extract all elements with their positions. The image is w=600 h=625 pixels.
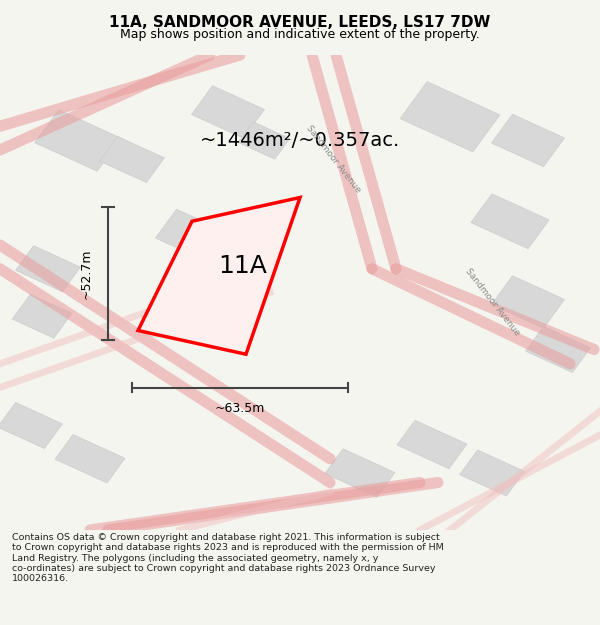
- Polygon shape: [471, 194, 549, 249]
- Text: Sandmoor Avenue: Sandmoor Avenue: [304, 124, 362, 195]
- Polygon shape: [400, 82, 500, 152]
- Text: Contains OS data © Crown copyright and database right 2021. This information is : Contains OS data © Crown copyright and d…: [12, 533, 444, 584]
- Polygon shape: [155, 266, 229, 319]
- Polygon shape: [100, 136, 164, 182]
- Text: ~1446m²/~0.357ac.: ~1446m²/~0.357ac.: [200, 131, 400, 150]
- Polygon shape: [526, 326, 590, 372]
- Polygon shape: [397, 420, 467, 469]
- Text: Map shows position and indicative extent of the property.: Map shows position and indicative extent…: [120, 28, 480, 41]
- Polygon shape: [12, 294, 72, 338]
- Text: 11A: 11A: [218, 254, 268, 278]
- Polygon shape: [491, 114, 565, 167]
- Text: 11A, SANDMOOR AVENUE, LEEDS, LS17 7DW: 11A, SANDMOOR AVENUE, LEEDS, LS17 7DW: [109, 16, 491, 31]
- Polygon shape: [0, 402, 62, 449]
- Text: ~63.5m: ~63.5m: [215, 402, 265, 415]
- Polygon shape: [491, 276, 565, 328]
- Polygon shape: [191, 86, 265, 138]
- Polygon shape: [460, 450, 524, 496]
- Polygon shape: [16, 246, 80, 292]
- Polygon shape: [155, 209, 229, 262]
- Polygon shape: [325, 449, 395, 498]
- Text: ~52.7m: ~52.7m: [80, 248, 93, 299]
- Polygon shape: [238, 122, 290, 159]
- Text: Sandmoor Avenue: Sandmoor Avenue: [463, 267, 521, 338]
- Polygon shape: [55, 434, 125, 483]
- Polygon shape: [138, 198, 300, 354]
- Polygon shape: [35, 110, 121, 171]
